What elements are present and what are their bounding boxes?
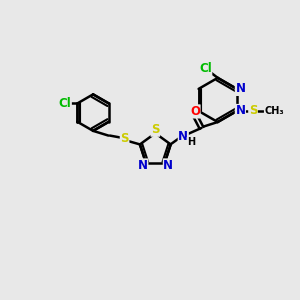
Text: N: N: [236, 82, 245, 95]
Text: H: H: [187, 137, 195, 147]
Text: S: S: [120, 132, 129, 145]
Text: S: S: [151, 123, 160, 136]
Text: O: O: [190, 105, 200, 118]
Text: CH₃: CH₃: [264, 106, 284, 116]
Text: N: N: [164, 159, 173, 172]
Text: Cl: Cl: [199, 62, 212, 75]
Text: N: N: [178, 130, 188, 143]
Text: N: N: [138, 159, 148, 172]
Text: Cl: Cl: [58, 97, 71, 110]
Text: S: S: [249, 104, 257, 118]
Text: N: N: [236, 104, 245, 118]
